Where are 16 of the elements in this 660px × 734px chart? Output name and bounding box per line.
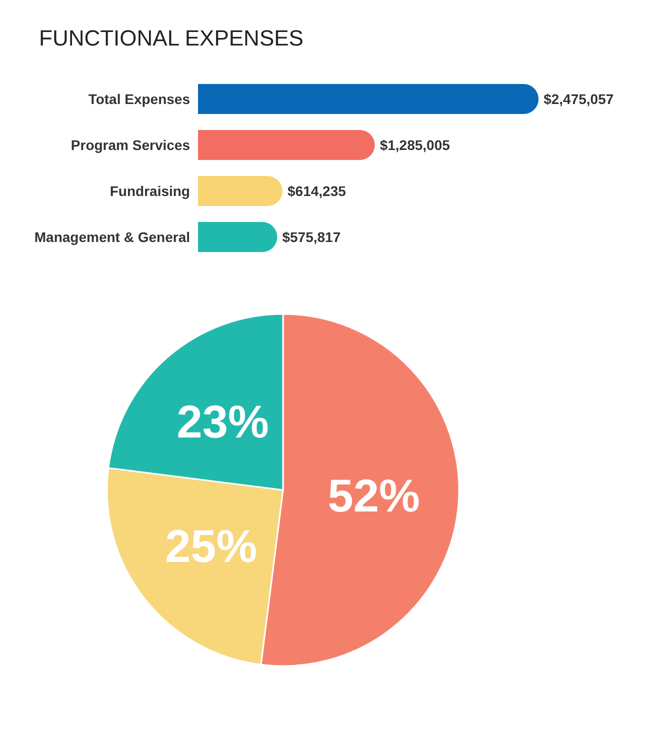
bar [198,176,283,206]
bar [198,222,278,252]
y-tick-label: Fundraising [110,183,190,199]
data-label: 25% [165,520,258,572]
data-label: $614,235 [288,183,346,199]
data-label: 23% [176,396,269,448]
y-tick-label: Management & General [34,229,190,245]
y-tick-label: Total Expenses [88,91,190,107]
data-label: $575,817 [282,229,341,245]
bar [198,130,375,160]
data-label: $2,475,057 [544,91,614,107]
bar [198,84,539,114]
y-tick-label: Program Services [70,137,190,153]
data-label: $1,285,005 [380,137,450,153]
data-label: 52% [328,470,420,522]
chart-title: FUNCTIONAL EXPENSES [39,26,304,50]
